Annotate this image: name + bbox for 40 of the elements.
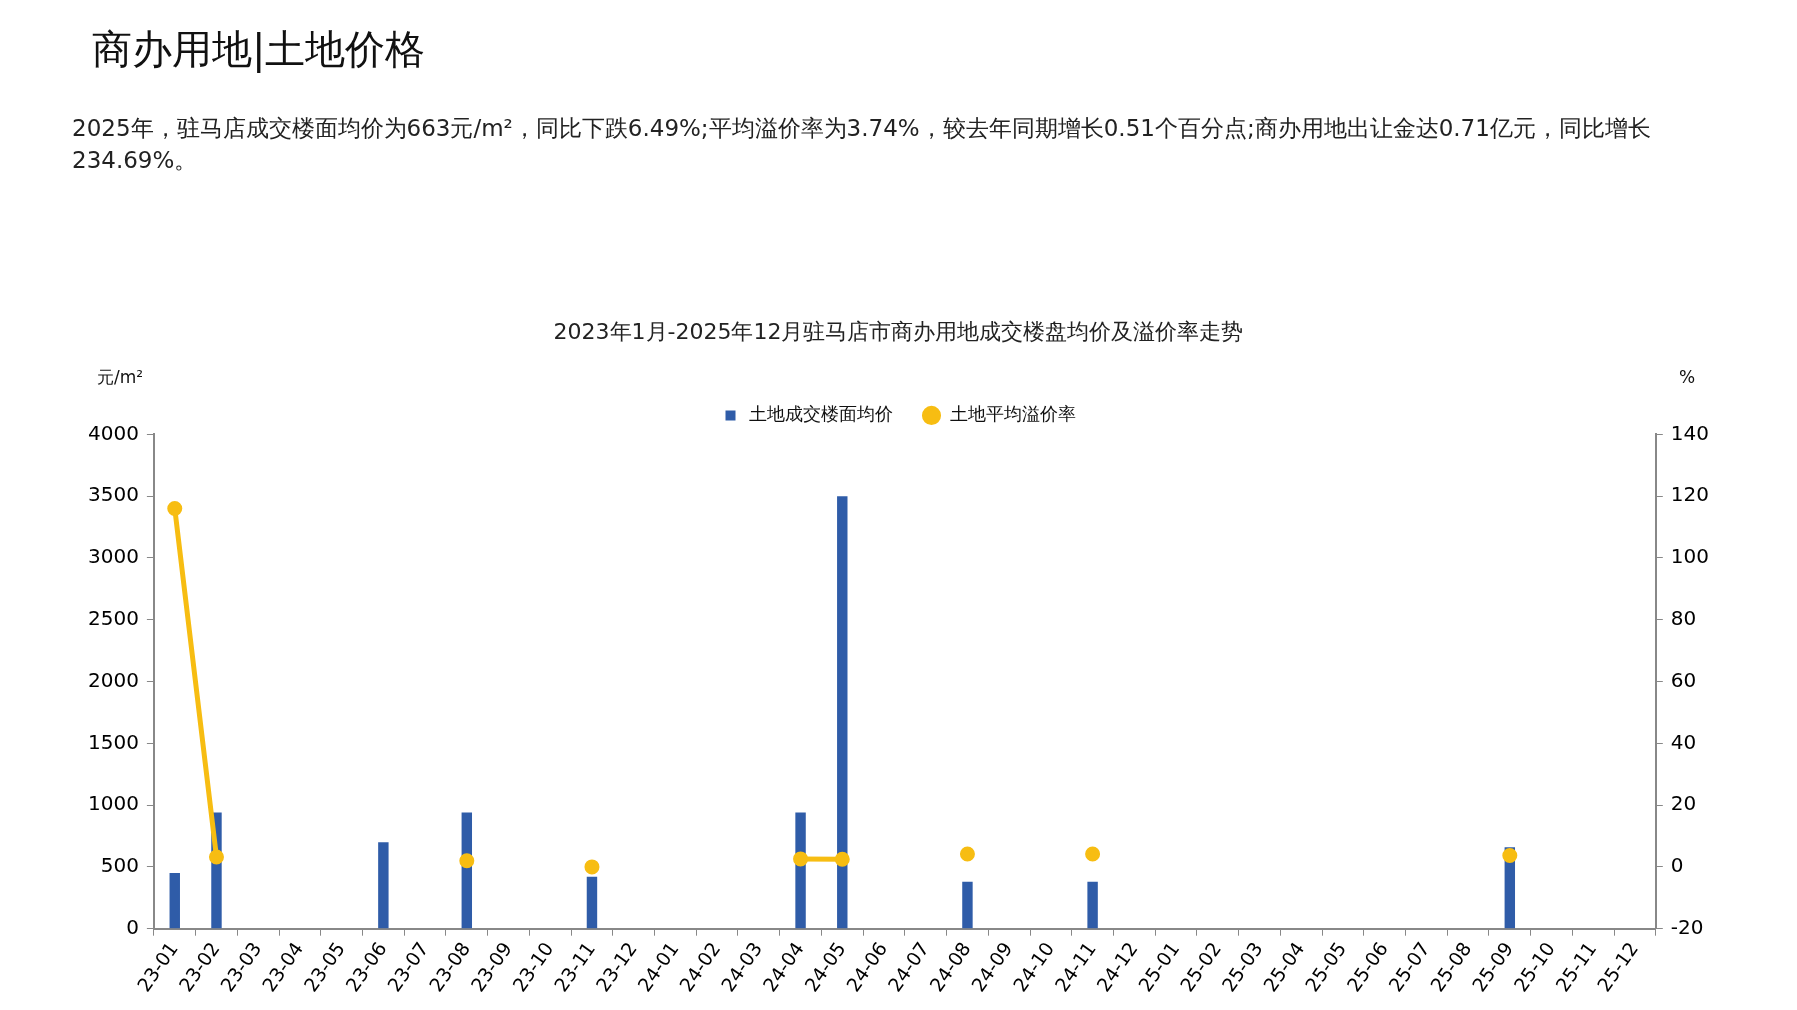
y2-tick-label: 0 <box>1670 853 1684 878</box>
y2-tick-label: 20 <box>1670 791 1697 816</box>
bar <box>962 881 973 929</box>
y-tick-label: 1500 <box>87 729 139 754</box>
y-tick-label: 500 <box>100 853 139 878</box>
y2-tick-label: -20 <box>1670 914 1704 939</box>
bar <box>837 496 848 929</box>
y2-tick-label: 120 <box>1670 482 1710 507</box>
y2-tick-label: 40 <box>1670 729 1697 754</box>
y2-tick-label: 80 <box>1670 605 1697 630</box>
point <box>1085 846 1101 862</box>
y-tick-label: 2500 <box>87 605 139 630</box>
bar <box>1087 881 1098 929</box>
point <box>584 859 600 875</box>
y-tick-label: 3000 <box>87 544 139 569</box>
text: 2025年，驻马店成交楼面均价为663元/m²，同比下跌6.49%;平均溢价率为3.74%，较去年同期增长0.51个百分点;商办用地出让金达0.71亿元，同比增长234.69%。 <box>72 114 1652 175</box>
legend-label: 土地平均溢价率 <box>949 403 1076 425</box>
y2-axis-title: % <box>1678 366 1696 387</box>
y-axis-title: 元/m² <box>96 366 144 387</box>
point <box>1502 847 1518 863</box>
point <box>459 853 475 869</box>
y-tick-label: 4000 <box>87 420 139 445</box>
point <box>959 846 975 862</box>
y2-tick-label: 60 <box>1670 667 1697 692</box>
point <box>834 851 850 867</box>
legend-label: 土地成交楼面均价 <box>748 403 893 425</box>
y-tick-label: 2000 <box>87 667 139 692</box>
chart-title: 2023年1月-2025年12月驻马店市商办用地成交楼盘均价及溢价率走势 <box>553 318 1244 344</box>
point <box>167 501 183 517</box>
y-tick-label: 1000 <box>87 791 139 816</box>
bar <box>586 876 598 929</box>
bar <box>169 873 180 929</box>
y-tick-label: 3500 <box>87 482 139 507</box>
y-tick-label: 0 <box>126 914 139 939</box>
y2-tick-label: 140 <box>1670 420 1710 445</box>
point <box>208 849 224 865</box>
bar <box>378 842 389 929</box>
text: 商办用地|土地价格 <box>92 25 426 75</box>
point <box>793 851 809 867</box>
y2-tick-label: 100 <box>1670 544 1710 569</box>
